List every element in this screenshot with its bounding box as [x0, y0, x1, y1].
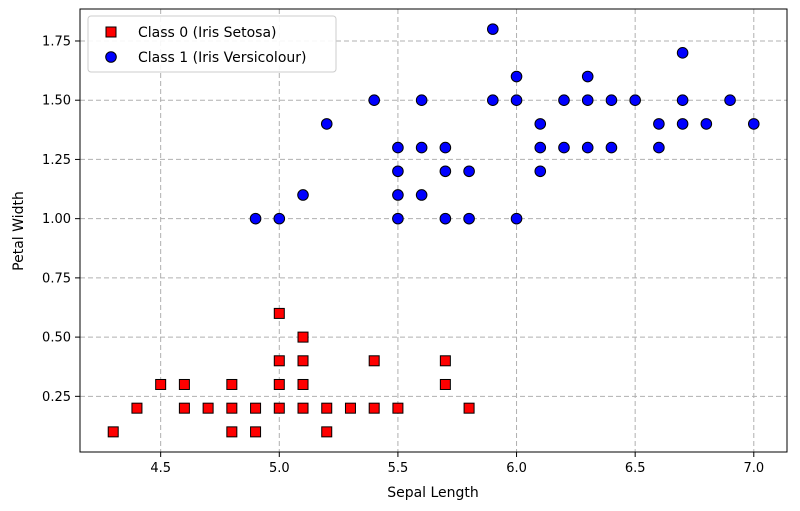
class-0-point [178, 402, 190, 414]
class-1-point [605, 94, 618, 107]
class-1-point [510, 212, 523, 225]
class-1-point [605, 141, 618, 154]
class-0-point [178, 378, 190, 390]
class-1-point [558, 141, 570, 154]
class-1-point [510, 70, 523, 83]
y-tick-label: 1.00 [42, 212, 71, 227]
class-1-point [415, 189, 428, 201]
legend-box [87, 15, 337, 73]
class-1-point [463, 165, 475, 178]
class-1-point [439, 165, 452, 178]
class-0-point [439, 355, 451, 367]
class-0-point [297, 331, 309, 343]
class-1-point [581, 141, 594, 154]
class-0-point [273, 378, 285, 390]
class-1-point [415, 141, 428, 154]
y-tick-label: 0.50 [42, 331, 71, 346]
class-1-point [368, 94, 380, 107]
class-1-point [676, 94, 689, 107]
x-tick-label: 6.5 [625, 461, 646, 476]
class-0-point [321, 402, 333, 414]
x-tick-label: 5.0 [269, 461, 290, 476]
y-tick-label: 0.25 [42, 390, 71, 405]
x-tick-label: 5.5 [388, 461, 409, 476]
y-tick-label: 1.75 [42, 34, 71, 49]
class-0-point [155, 378, 167, 390]
class-1-point [320, 118, 333, 130]
class-1-point [534, 118, 547, 130]
class-0-point [131, 402, 143, 414]
y-tick-label: 1.25 [42, 153, 71, 168]
class-1-point [676, 47, 689, 59]
class-1-point [249, 212, 262, 225]
class-1-point [487, 23, 499, 35]
class-1-point [653, 118, 665, 130]
legend-entry-label: Class 1 (Iris Versicolour) [138, 50, 306, 66]
class-1-point [747, 118, 760, 130]
class-1-point [700, 118, 713, 130]
class-0-point [297, 355, 309, 367]
class-1-point [392, 212, 404, 225]
class-0-point [368, 355, 380, 367]
class-1-point [463, 212, 475, 225]
class-0-point [202, 402, 214, 414]
legend-entry-label: Class 0 (Iris Setosa) [138, 25, 277, 41]
class-1-point [676, 118, 689, 130]
class-0-point [226, 378, 238, 390]
class-0-point [250, 426, 262, 438]
data-points [107, 23, 760, 438]
x-tick-label: 7.0 [743, 461, 764, 476]
class-1-point [392, 141, 404, 154]
class-0-point [368, 402, 380, 414]
class-1-point [439, 141, 452, 154]
x-axis-label: Sepal Length [387, 485, 479, 501]
class-1-point [581, 70, 594, 83]
class-1-point [439, 212, 452, 225]
y-axis-label: Petal Width [11, 191, 27, 271]
class-0-point [226, 426, 238, 438]
x-tick-label: 4.5 [150, 461, 171, 476]
class-1-point [487, 94, 499, 107]
class-0-point [297, 402, 309, 414]
class-1-point [273, 212, 286, 225]
class-1-point [534, 165, 547, 178]
axis-ticks: 4.5 5.0 5.5 6.0 6.5 7.0 0.25 0.50 0.75 1.00 1.25 1.… [42, 34, 764, 476]
class-0-point [439, 378, 451, 390]
class-0-point [392, 402, 404, 414]
class-1-point [510, 94, 523, 107]
class-1-point [534, 141, 547, 154]
legend: Class 0 (Iris Setosa) Class 1 (Iris Versi… [87, 15, 337, 73]
class-1-point [653, 141, 665, 154]
class-0-point [273, 402, 285, 414]
class-1-point [415, 94, 428, 107]
class-0-point [273, 307, 285, 319]
grid [80, 9, 787, 452]
class-1-point [392, 165, 404, 178]
class-1-point [724, 94, 736, 107]
legend-marker [105, 26, 117, 38]
legend-marker [105, 51, 117, 63]
y-tick-label: 0.75 [42, 271, 71, 286]
class-0-point [273, 355, 285, 367]
class-0-point [297, 378, 309, 390]
class-1-point [629, 94, 641, 107]
x-tick-label: 6.0 [506, 461, 527, 476]
class-0-point [463, 402, 475, 414]
class-1-point [558, 94, 570, 107]
class-0-point [344, 402, 356, 414]
class-0-point [226, 402, 238, 414]
plot-frame [79, 8, 788, 453]
class-0-point [107, 426, 119, 438]
class-1-point [581, 94, 594, 107]
class-1-point [297, 189, 309, 201]
class-0-point [321, 426, 333, 438]
class-1-point [392, 189, 404, 201]
y-tick-label: 1.50 [42, 94, 71, 109]
class-0-point [250, 402, 262, 414]
